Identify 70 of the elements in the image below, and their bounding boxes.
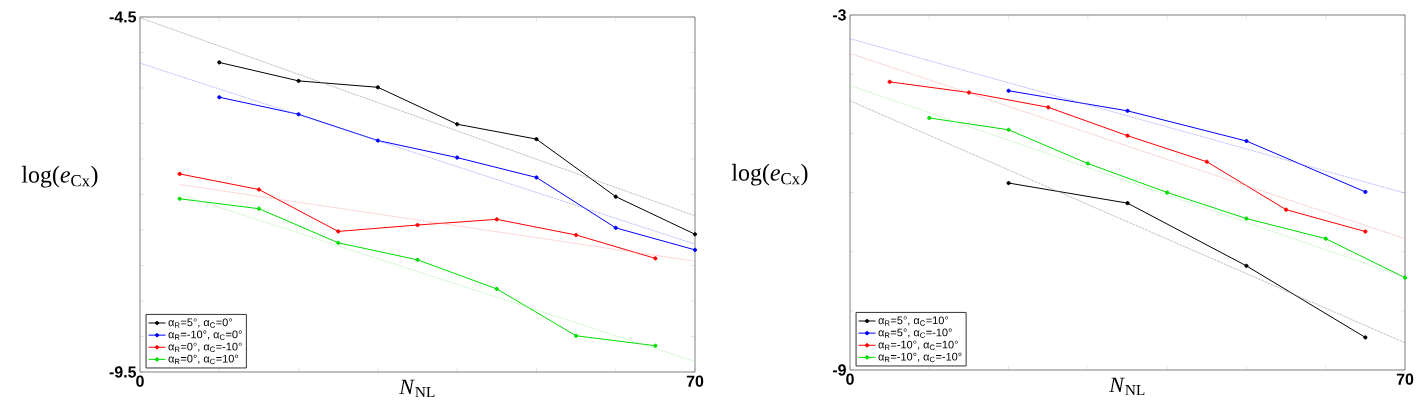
point	[375, 85, 380, 90]
point	[296, 112, 301, 117]
point	[966, 90, 972, 95]
point	[1323, 236, 1328, 241]
point	[692, 247, 698, 252]
point	[455, 122, 460, 127]
legend-label: α$_{R}$=0°, α$_{C}$=10°	[168, 354, 239, 365]
point	[375, 138, 380, 143]
y-axis-title: log(e$_{Cx}$)	[731, 163, 808, 186]
point	[177, 171, 182, 176]
legend-label: α$_{R}$=0°, α$_{C}$=-10°	[168, 342, 242, 353]
point	[1006, 88, 1011, 93]
point	[653, 343, 658, 348]
point	[534, 175, 539, 180]
point	[1006, 180, 1011, 186]
point	[613, 194, 618, 199]
point	[1244, 216, 1249, 221]
point	[455, 155, 460, 160]
point	[613, 225, 618, 230]
point	[1244, 138, 1249, 144]
point	[1046, 105, 1051, 110]
point	[1363, 189, 1368, 194]
legend-label: α$_{R}$=-10°, α$_{C}$=10°	[878, 340, 958, 351]
point	[1165, 190, 1170, 195]
point	[534, 137, 539, 142]
point	[177, 196, 182, 201]
legend-label: α$_{R}$=5°, α$_{C}$=-10°	[878, 328, 952, 338]
point	[887, 79, 892, 84]
point	[336, 229, 341, 234]
point	[1402, 275, 1408, 280]
x-tick-label: 70	[686, 375, 704, 387]
x-tick-label: 70	[1396, 373, 1414, 385]
x-tick-label: 0	[136, 375, 144, 387]
point	[415, 257, 420, 262]
point	[1363, 335, 1368, 340]
point	[256, 206, 262, 211]
point	[256, 187, 262, 192]
point	[1125, 201, 1130, 206]
point	[296, 78, 301, 83]
point	[1204, 159, 1209, 164]
point	[217, 60, 222, 65]
x-axis-title: N$_{NL}$	[399, 379, 435, 398]
point	[415, 222, 420, 228]
point	[692, 232, 698, 237]
point	[573, 232, 579, 238]
point	[217, 95, 222, 100]
point	[927, 115, 932, 121]
point	[1125, 108, 1130, 113]
legend-label: α$_{R}$=5°, α$_{C}$=0°	[168, 318, 232, 328]
legend-label: α$_{R}$=-10°, α$_{C}$=0°	[168, 330, 242, 340]
x-tick-label: 0	[846, 373, 854, 385]
point	[336, 240, 341, 245]
point	[653, 256, 658, 261]
y-tick-label: -4.5	[109, 11, 137, 23]
y-axis-title: log(e$_{Cx}$)	[21, 165, 98, 188]
point	[573, 333, 579, 338]
point	[1284, 207, 1289, 212]
point	[494, 286, 499, 292]
point	[1244, 263, 1249, 268]
y-tick-label: -9.5	[109, 366, 137, 378]
y-tick-label: -3	[832, 9, 846, 21]
x-axis-title: N$_{NL}$	[1109, 377, 1145, 396]
legend-label: α$_{R}$=5°, α$_{C}$=10°	[878, 316, 949, 326]
point	[494, 217, 499, 222]
point	[1363, 229, 1368, 234]
y-tick-label: -9	[832, 364, 846, 376]
legend-label: α$_{R}$=-10°, α$_{C}$=-10°	[878, 352, 962, 363]
point	[1006, 127, 1011, 132]
point	[1125, 133, 1130, 138]
point	[1085, 161, 1090, 166]
